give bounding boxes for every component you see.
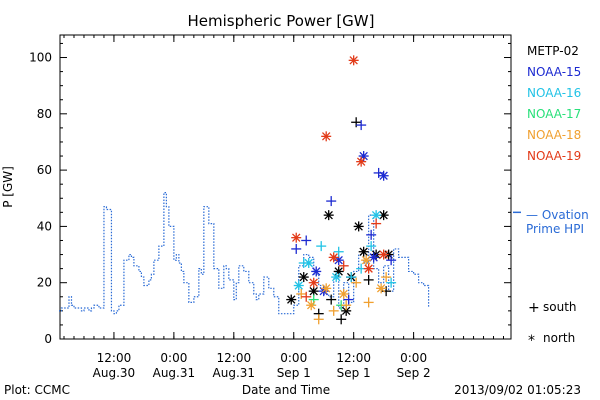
data-point-noaa-15 [311,266,322,277]
data-point-noaa-18 [363,297,374,308]
south-label: south [543,300,577,314]
x-tick-label-date: Aug.31 [153,366,196,380]
data-point-noaa-15 [291,243,302,254]
data-point-noaa-19 [348,55,359,66]
footer-plot-credit: Plot: CCMC [4,383,70,397]
data-point-noaa-16 [331,272,342,283]
x-axis-label: Date and Time [242,383,330,397]
data-point-noaa-16 [386,277,397,288]
data-point-noaa-16 [293,280,304,291]
legend-noaa-15: NOAA-15 [527,65,581,79]
data-point-noaa-15 [373,167,384,178]
data-point-noaa-15 [378,170,389,181]
x-tick-label-time: 0:00 [160,351,187,365]
data-point-noaa-15 [366,229,377,240]
data-point-noaa-19 [328,252,339,263]
data-point-noaa-18 [328,305,339,316]
data-point-noaa-15 [356,120,367,131]
data-point-noaa-16 [298,258,309,268]
x-tick-label-date: Aug.30 [93,366,136,380]
y-tick-label: 80 [37,107,52,121]
data-point-noaa-15 [386,255,397,266]
plot-frame [59,34,512,340]
y-axis: 0 20 40 60 80 100 [29,42,511,346]
legend-noaa-18: NOAA-18 [527,128,581,142]
data-point-noaa-18 [381,272,392,283]
north-symbol: * [528,333,535,349]
y-axis-label: P [GW] [1,166,15,208]
data-point-noaa-16 [333,246,344,257]
north-label: north [543,331,575,345]
y-tick-label: 60 [37,163,52,177]
legend-noaa-16: NOAA-16 [527,86,581,100]
data-point-noaa-18 [338,288,349,299]
x-tick-label-time: 12:00 [97,351,132,365]
chart-title: Hemispheric Power [GW] [188,12,375,30]
data-point-noaa-18 [296,288,307,299]
data-point-noaa-19 [371,218,382,229]
ovation-label-line2: Prime HPI [526,222,584,236]
legend-metp-02: METP-02 [527,44,579,58]
data-point-noaa-19 [308,277,319,288]
x-axis: 12:00Aug.300:00Aug.3112:00Aug.310:00Sep … [63,35,505,380]
data-point-metp-02 [308,286,319,297]
data-point-metp-02 [353,221,364,232]
marker-legend: + south * north [528,300,577,349]
y-tick-label: 100 [29,51,52,65]
data-point-noaa-19 [321,131,332,142]
data-point-metp-02 [286,294,297,305]
data-point-noaa-19 [378,249,389,260]
x-tick-label-time: 0:00 [280,351,307,365]
data-point-noaa-15 [301,235,312,246]
data-point-noaa-16 [366,241,377,252]
data-point-metp-02 [298,272,309,283]
data-point-metp-02 [351,117,362,128]
data-point-metp-02 [323,210,334,221]
data-point-noaa-18 [306,300,317,311]
data-point-metp-02 [358,246,369,257]
data-point-noaa-15 [368,252,379,263]
y-tick-label: 20 [37,276,52,290]
legend: METP-02 NOAA-15 NOAA-16 NOAA-17 NOAA-18 NOAA-… [527,44,581,163]
legend-noaa-19: NOAA-19 [527,149,581,163]
x-tick-label-date: Aug.31 [213,366,256,380]
data-point-noaa-19 [301,291,312,302]
data-point-noaa-18 [361,255,372,266]
data-point-noaa-16 [316,241,327,252]
data-point-noaa-18 [341,300,352,311]
data-point-noaa-18 [376,283,387,294]
data-point-metp-02 [363,274,374,285]
x-tick-label-date: Sep 1 [277,366,311,380]
x-tick-label-date: Sep 2 [397,366,431,380]
ovation-label-line1: — Ovation [526,208,589,222]
x-tick-label-date: Sep 1 [337,366,371,380]
data-point-noaa-19 [338,260,349,271]
data-point-noaa-19 [291,232,302,243]
data-point-noaa-15 [326,196,337,207]
data-point-noaa-15 [343,294,354,305]
x-tick-label-time: 12:00 [217,351,252,365]
data-point-noaa-18 [321,283,332,294]
south-symbol: + [528,300,540,316]
y-tick-label: 40 [37,219,52,233]
ovation-prime-hpi-line [59,192,430,315]
data-point-noaa-18 [351,277,362,288]
x-tick-label-time: 0:00 [400,351,427,365]
y-tick-label: 0 [44,332,52,346]
data-point-noaa-16 [346,272,357,283]
legend-noaa-17: NOAA-17 [527,107,581,121]
data-point-noaa-19 [356,156,367,167]
data-point-noaa-18 [313,314,324,325]
data-point-noaa-19 [363,263,374,274]
data-point-noaa-16 [371,210,382,221]
footer-timestamp: 2013/09/02 01:05:23 [454,383,581,397]
data-point-metp-02 [326,294,337,305]
satellite-points [286,55,397,325]
x-tick-label-time: 12:00 [336,351,371,365]
data-point-metp-02 [336,314,347,325]
